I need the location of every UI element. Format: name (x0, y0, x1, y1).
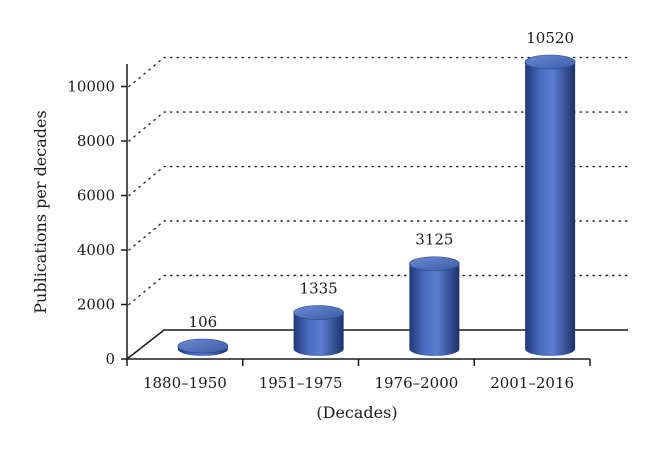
bars (177, 54, 576, 356)
category-label: 2001–2016 (490, 374, 574, 392)
category-label: 1880–1950 (143, 374, 227, 392)
bar-body (293, 312, 344, 356)
y-tick-label: 4000 (77, 241, 115, 259)
bar-body (525, 62, 576, 356)
value-label: 3125 (415, 231, 453, 249)
grid-line (128, 220, 629, 251)
y-tick-label: 0 (105, 350, 115, 368)
category-label: 1951–1975 (259, 374, 343, 392)
bar-top (409, 256, 460, 272)
x-axis-title: (Decades) (316, 403, 397, 422)
floor-back-edge (126, 329, 628, 360)
grid-line (128, 111, 629, 142)
y-tick-label: 2000 (77, 296, 115, 314)
bar-top (293, 305, 344, 320)
y-axis-tick-labels: 0 2000 4000 6000 8000 10000 (67, 78, 115, 368)
bar (409, 256, 460, 356)
axes (121, 64, 628, 366)
grid-line (128, 165, 629, 197)
y-axis-title: Publications per decades (31, 110, 50, 313)
grid-lines (128, 56, 629, 306)
bar (524, 54, 576, 356)
bar (177, 338, 229, 356)
category-label: 1976–2000 (374, 374, 458, 392)
y-tick-label: 6000 (77, 187, 115, 205)
bar-body (409, 263, 460, 356)
category-labels: 1880–1950 1951–1975 1976–2000 2001–2016 (143, 374, 574, 392)
bar-top (177, 338, 229, 354)
y-tick-label: 10000 (67, 78, 115, 96)
bar (293, 305, 344, 356)
grid-line (128, 274, 629, 306)
grid-line (128, 56, 629, 88)
value-label: 10520 (526, 29, 574, 47)
value-labels: 106 1335 3125 10520 (189, 29, 574, 331)
y-tick-label: 8000 (77, 132, 115, 150)
bar-top (524, 54, 576, 70)
value-label: 106 (189, 313, 218, 331)
value-label: 1335 (300, 280, 338, 298)
